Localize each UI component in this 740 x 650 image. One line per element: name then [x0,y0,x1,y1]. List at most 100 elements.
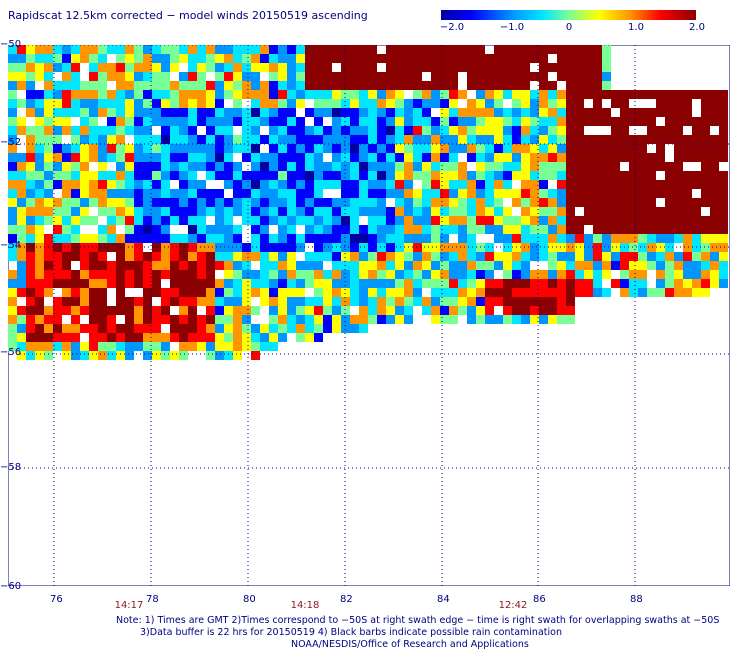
data-cell [35,225,44,234]
data-cell [296,270,305,279]
data-cell [521,99,530,108]
data-cell [269,261,278,270]
data-cell [440,117,449,126]
data-cell [701,243,710,252]
data-cell [395,198,404,207]
data-cell [233,99,242,108]
data-cell [134,198,143,207]
data-cell [647,117,656,126]
data-cell [611,171,620,180]
data-cell [629,216,638,225]
data-cell [458,54,467,63]
data-cell [404,252,413,261]
data-cell [107,180,116,189]
data-cell [98,297,107,306]
data-cell [242,171,251,180]
data-cell [350,261,359,270]
data-cell [332,315,341,324]
data-cell [467,207,476,216]
data-cell [629,279,638,288]
data-cell [296,153,305,162]
data-cell [143,216,152,225]
data-cell [44,81,53,90]
data-cell [710,279,719,288]
data-cell [683,135,692,144]
data-cell [287,198,296,207]
data-cell [530,90,539,99]
data-cell [521,126,530,135]
data-cell [305,153,314,162]
data-cell [323,207,332,216]
data-cell [233,324,242,333]
data-cell [152,108,161,117]
data-cell [35,333,44,342]
data-cell [575,234,584,243]
data-cell [278,72,287,81]
data-cell [359,81,368,90]
data-cell [584,90,593,99]
data-cell [350,144,359,153]
data-cell [494,198,503,207]
data-cell [35,315,44,324]
data-cell [719,234,728,243]
data-cell [197,333,206,342]
data-cell [53,126,62,135]
data-cell [116,135,125,144]
data-cell [71,153,80,162]
data-cell [188,144,197,153]
data-cell [521,144,530,153]
data-cell [296,126,305,135]
data-cell [8,135,17,144]
data-cell [152,99,161,108]
data-cell [161,117,170,126]
data-cell [143,171,152,180]
data-cell [503,315,512,324]
data-cell [476,126,485,135]
data-cell [584,207,593,216]
data-cell [44,270,53,279]
lon-label: 78 [146,594,159,605]
data-cell [251,180,260,189]
data-cell [179,81,188,90]
data-cell [107,234,116,243]
data-cell [152,270,161,279]
data-cell [89,315,98,324]
data-cell [152,234,161,243]
data-cell [125,234,134,243]
data-cell [35,297,44,306]
data-cell [143,315,152,324]
data-cell [314,117,323,126]
data-cell [125,45,134,54]
data-cell [71,72,80,81]
data-cell [332,207,341,216]
data-cell [278,45,287,54]
data-cell [566,45,575,54]
data-cell [422,198,431,207]
data-cell [161,315,170,324]
data-cell [539,189,548,198]
data-cell [125,297,134,306]
data-cell [557,252,566,261]
data-cell [575,90,584,99]
data-cell [512,45,521,54]
data-cell [17,171,26,180]
data-cell [602,270,611,279]
data-cell [125,90,134,99]
data-cell [512,288,521,297]
data-cell [278,54,287,63]
data-cell [701,180,710,189]
data-cell [395,252,404,261]
data-cell [503,54,512,63]
data-cell [206,171,215,180]
data-cell [368,162,377,171]
data-cell [350,63,359,72]
data-cell [287,279,296,288]
data-cell [80,279,89,288]
data-cell [494,45,503,54]
data-cell [233,117,242,126]
data-cell [467,288,476,297]
data-cell [116,117,125,126]
data-cell [287,288,296,297]
data-cell [332,279,341,288]
data-cell [269,189,278,198]
